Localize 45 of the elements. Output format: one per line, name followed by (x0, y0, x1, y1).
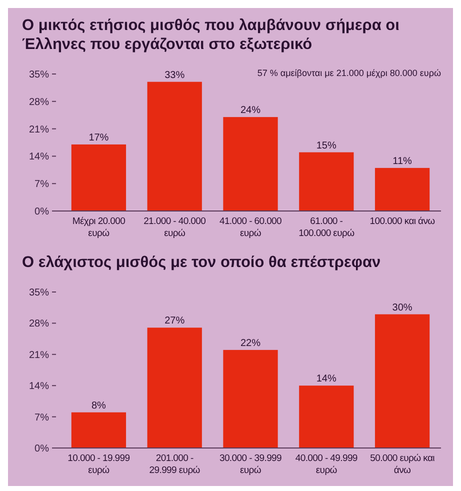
x-tick-label: Μέχρι 20.000 ευρώ (72, 216, 126, 239)
y-tick-label: 28% (28, 318, 50, 330)
data-label: 24% (240, 105, 261, 116)
data-label: 30% (392, 302, 412, 314)
bar (374, 168, 430, 211)
bar (147, 328, 202, 448)
x-tick-label: 50.000 ευρώ και άνω (370, 453, 435, 476)
y-tick-label: 0% (34, 206, 50, 218)
data-label: 17% (88, 132, 109, 144)
x-tick-label: 21.000 - 40.000 ευρώ (144, 216, 206, 239)
chart-title: Ο μικτός ετήσιος μισθός που λαμβάνουν σήμερα οι Έλληνες που εργάζονται στο εξωτερικό (22, 17, 400, 53)
x-tick-label: 41.000 - 60.000 ευρώ (219, 216, 282, 239)
data-label: 33% (164, 70, 185, 81)
y-tick-label: 14% (28, 381, 50, 392)
bar (71, 412, 126, 448)
data-label: 27% (164, 316, 185, 327)
data-label: 15% (316, 140, 337, 152)
data-label: 22% (240, 338, 261, 349)
y-tick-label: 7% (34, 412, 50, 424)
bar (223, 350, 278, 448)
x-tick-label: 10.000 - 19.999 ευρώ (68, 453, 130, 476)
bar (299, 152, 354, 211)
x-tick-label: 201.000 - 29.999 ευρώ (149, 453, 201, 476)
x-tick-label: 100.000 και άνω (370, 216, 436, 227)
x-tick-label: 61.000 - 100.000 ευρώ (298, 216, 356, 239)
y-tick-label: 7% (34, 179, 50, 190)
bar (374, 314, 430, 448)
y-tick-label: 21% (28, 350, 50, 361)
y-tick-label: 35% (28, 70, 50, 80)
bar (71, 144, 126, 211)
bar (299, 386, 354, 448)
x-tick-label: 40.000 - 49.999 ευρώ (295, 453, 358, 476)
data-label: 11% (392, 156, 412, 167)
y-tick-label: 0% (34, 444, 50, 454)
x-tick-label: 30.000 - 39.999 ευρώ (219, 453, 282, 476)
annotation: 57 % αμείβονται με 21.000 μέχρι 80.000 ευρώ (257, 68, 441, 78)
y-tick-label: 28% (28, 96, 50, 108)
data-label: 8% (91, 400, 106, 412)
chart-title: Ο ελάχιστος μισθός με τον οποίο θα επέστρεφαν (22, 254, 381, 271)
y-tick-label: 21% (28, 124, 50, 136)
bar (223, 117, 278, 211)
y-tick-label: 35% (28, 288, 50, 298)
bar (147, 82, 202, 211)
data-label: 14% (316, 374, 337, 385)
y-tick-label: 14% (28, 152, 50, 163)
